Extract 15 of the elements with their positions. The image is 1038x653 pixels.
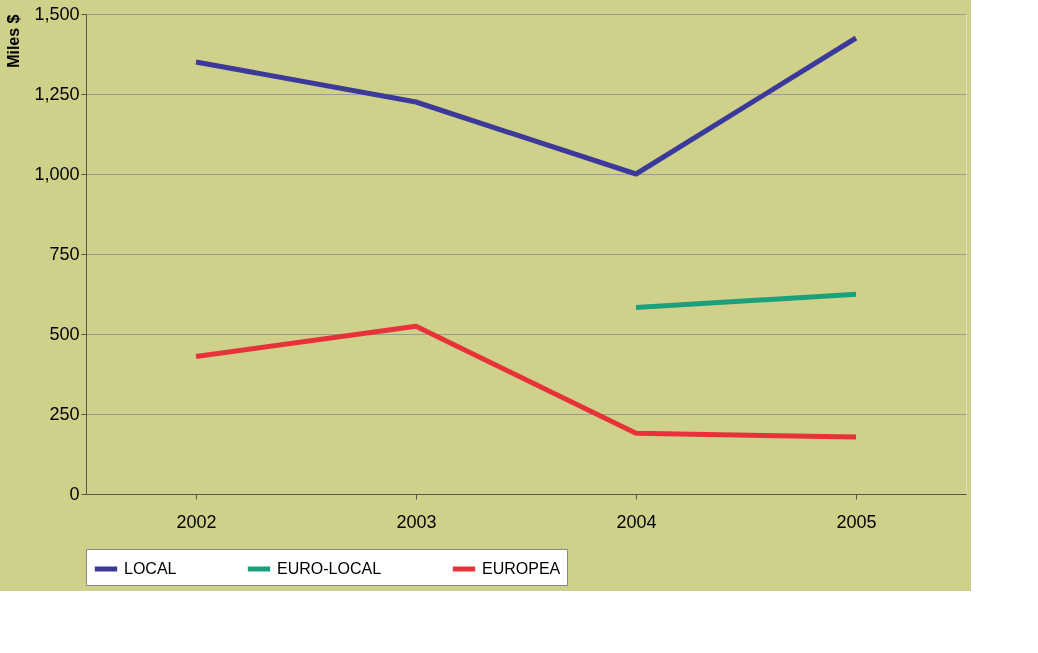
- x-tick-label: 2005: [836, 511, 877, 532]
- y-tick-label: 1,250: [34, 83, 80, 104]
- y-tick-label: 0: [69, 483, 80, 504]
- y-tick-label: 750: [49, 243, 80, 264]
- x-tick-label: 2002: [176, 511, 217, 532]
- legend-label: EUROPEA: [482, 560, 561, 577]
- y-tick-label: 500: [49, 323, 80, 344]
- x-tick-label: 2004: [616, 511, 657, 532]
- y-tick-label: 250: [49, 403, 80, 424]
- y-tick-label: 1,500: [34, 3, 80, 24]
- y-axis-title: Miles $: [5, 14, 23, 68]
- x-tick-label: 2003: [396, 511, 437, 532]
- legend-label: LOCAL: [124, 560, 177, 577]
- legend-label: EURO-LOCAL: [277, 560, 382, 577]
- y-tick-label: 1,000: [34, 163, 80, 184]
